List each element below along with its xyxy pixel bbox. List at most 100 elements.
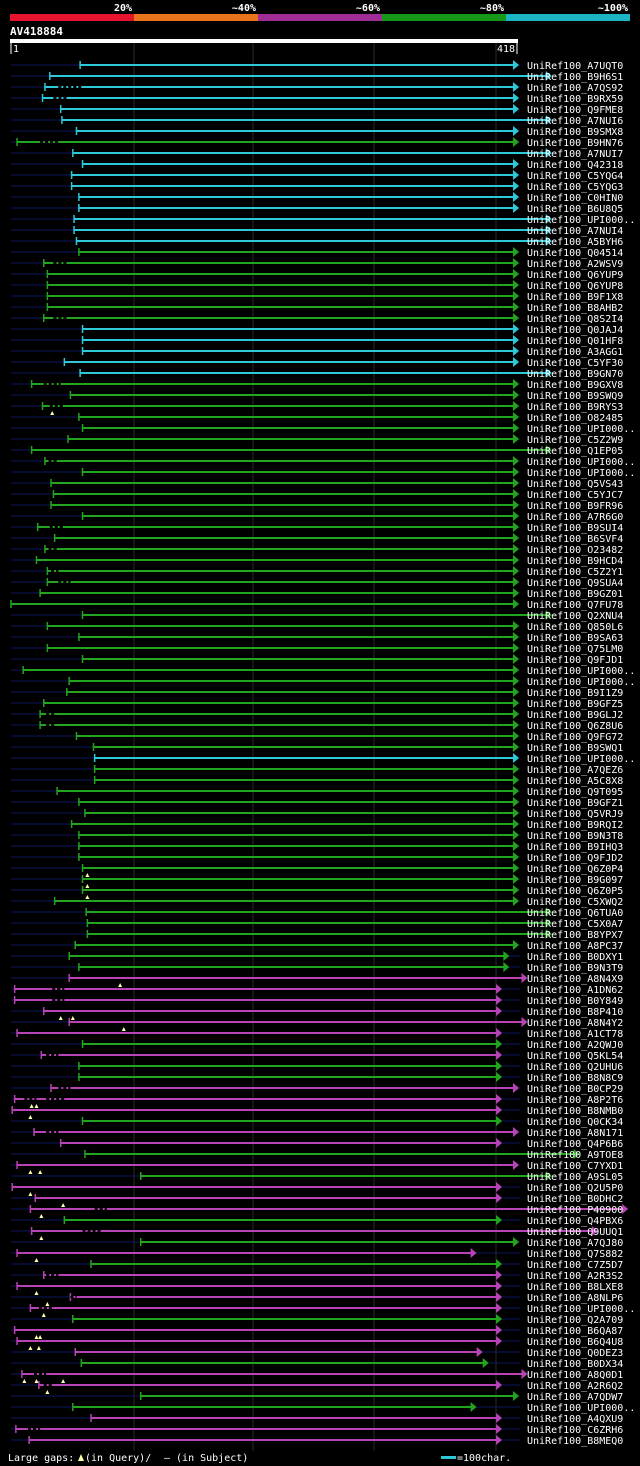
query-bar-line	[10, 39, 518, 43]
hit-end-arrow	[513, 841, 520, 851]
hit-label: UniRef100_B9G097	[527, 875, 623, 886]
hit-end-arrow	[513, 742, 520, 752]
hit-row: UniRef100_A7QDW7	[11, 1391, 623, 1403]
hit-label: UniRef100_A1DN62	[527, 985, 623, 996]
hit-end-arrow	[513, 1160, 520, 1170]
hit-row: UniRef100_A1DN62	[11, 984, 623, 996]
hit-end-arrow	[513, 456, 520, 466]
query-gap-marker	[50, 411, 55, 415]
legend-query-gap-icon	[78, 1454, 84, 1461]
hit-row: UniRef100_A2R3S2	[11, 1270, 623, 1282]
hit-row: UniRef100_B0DHC2	[11, 1193, 623, 1207]
hit-label: UniRef100_A2R3S2	[527, 1271, 623, 1282]
hit-end-arrow	[513, 82, 520, 92]
legend-gaps-query: (in Query)/	[85, 1453, 151, 1464]
query-gap-marker	[39, 1236, 44, 1240]
hit-label: UniRef100_A8Q0D1	[527, 1370, 623, 1381]
hit-label: UniRef100_A7R6G0	[527, 512, 623, 523]
query-gap-marker	[28, 1192, 33, 1196]
hit-row: UniRef100_A8N4Y2	[11, 1017, 623, 1031]
hit-row: UniRef100_Q2XNU4	[11, 610, 623, 622]
hit-label: UniRef100_A2QWJ0	[527, 1040, 623, 1051]
hit-label: UniRef100_B9GZ01	[527, 589, 623, 600]
hit-label: UniRef100_A7NUI4	[527, 226, 623, 237]
hit-end-arrow	[513, 621, 520, 631]
hit-row: UniRef100_Q2A709	[11, 1314, 623, 1326]
hit-row: UniRef100_B8AHB2	[11, 302, 623, 314]
hit-row: UniRef100_B9GN70	[11, 368, 623, 380]
hit-row: UniRef100_B9GZ01	[11, 588, 623, 600]
hit-label: UniRef100_UPI000..	[527, 215, 635, 226]
hit-row: UniRef100_Q5VS43	[11, 478, 623, 490]
hit-label: UniRef100_Q6Z8U6	[527, 721, 623, 732]
hit-end-arrow	[513, 302, 520, 312]
hit-label: UniRef100_Q6Z0P4	[527, 864, 623, 875]
query-gap-marker	[34, 1291, 39, 1295]
hit-end-arrow	[496, 1336, 503, 1346]
hit-row: UniRef100_Q7S882	[11, 1248, 623, 1262]
hit-end-arrow	[513, 863, 520, 873]
query-gap-marker	[41, 1313, 46, 1317]
hit-end-arrow	[513, 566, 520, 576]
hit-end-arrow	[496, 1303, 503, 1313]
hit-label: UniRef100_UPI000..	[527, 1403, 635, 1414]
hit-row: UniRef100_B9GFZ1	[11, 797, 623, 809]
hit-label: UniRef100_Q9FG72	[527, 732, 623, 743]
hit-label: UniRef100_A8P2T6	[527, 1095, 623, 1106]
hit-row: UniRef100_Q5KL54	[11, 1050, 623, 1062]
hit-label: UniRef100_B6Q4U8	[527, 1337, 623, 1348]
query-gap-marker	[29, 1104, 34, 1108]
hit-end-arrow	[513, 313, 520, 323]
hit-label: UniRef100_Q5VRJ9	[527, 809, 623, 820]
hit-row: UniRef100_B0CP29	[11, 1083, 623, 1095]
hit-row: UniRef100_B9SWQ1	[11, 742, 623, 754]
hit-end-arrow	[496, 1116, 503, 1126]
hit-label: UniRef100_B6U8Q5	[527, 204, 623, 215]
hit-end-arrow	[496, 1413, 503, 1423]
hit-end-arrow	[496, 1039, 503, 1049]
query-gap-marker	[28, 1170, 33, 1174]
hit-row: UniRef100_Q6Z0P5	[11, 885, 623, 899]
hit-label: UniRef100_B9GFZ1	[527, 798, 623, 809]
hit-end-arrow	[513, 93, 520, 103]
hit-label: UniRef100_A9SL05	[527, 1172, 623, 1183]
query-gap-marker	[34, 1379, 39, 1383]
hit-end-arrow	[513, 764, 520, 774]
identity-bin-swatch	[506, 14, 630, 21]
hit-label: UniRef100_Q2XNU4	[527, 611, 623, 622]
hit-end-arrow	[513, 511, 520, 521]
hit-label: UniRef100_Q5KL54	[527, 1051, 623, 1062]
hit-end-arrow	[476, 1347, 483, 1357]
hit-row: UniRef100_B8NMB0	[11, 1105, 623, 1119]
hit-row: UniRef100_C5YJC7	[11, 489, 623, 501]
hit-end-arrow	[513, 940, 520, 950]
query-gap-marker	[58, 1016, 63, 1020]
query-gap-marker	[28, 1346, 33, 1350]
hit-label: UniRef100_B9RX59	[527, 94, 623, 105]
identity-bin-label: ~100%	[598, 3, 628, 14]
hit-label: UniRef100_B0DXY1	[527, 952, 623, 963]
hit-end-arrow	[496, 1182, 503, 1192]
hit-end-arrow	[513, 555, 520, 565]
query-gap-marker	[34, 1104, 39, 1108]
hit-label: UniRef100_B9N3T9	[527, 963, 623, 974]
hit-label: UniRef100_A3AGG1	[527, 347, 623, 358]
hit-label: UniRef100_A8N4Y2	[527, 1018, 623, 1029]
hit-end-arrow	[513, 874, 520, 884]
hit-label: UniRef100_Q9T095	[527, 787, 623, 798]
hit-label: UniRef100_B8AHB2	[527, 303, 623, 314]
hit-end-arrow	[496, 1138, 503, 1148]
query-gap-marker	[85, 895, 90, 899]
hit-label: UniRef100_C5YF30	[527, 358, 623, 369]
query-bar: 1 418	[10, 39, 518, 55]
hit-label: UniRef100_B9HN76	[527, 138, 623, 149]
hit-end-arrow	[513, 643, 520, 653]
hit-row: UniRef100_UPI000..	[11, 665, 635, 677]
hit-row: UniRef100_B9F1X8	[11, 291, 623, 303]
hit-end-arrow	[545, 225, 552, 235]
hit-end-arrow	[513, 1237, 520, 1247]
hit-label: UniRef100_B9SMX8	[527, 127, 623, 138]
hit-row: UniRef100_B6U8Q5	[11, 203, 623, 215]
hit-row: UniRef100_A7QEZ6	[11, 764, 623, 776]
hit-row: UniRef100_Q04514	[11, 247, 623, 259]
